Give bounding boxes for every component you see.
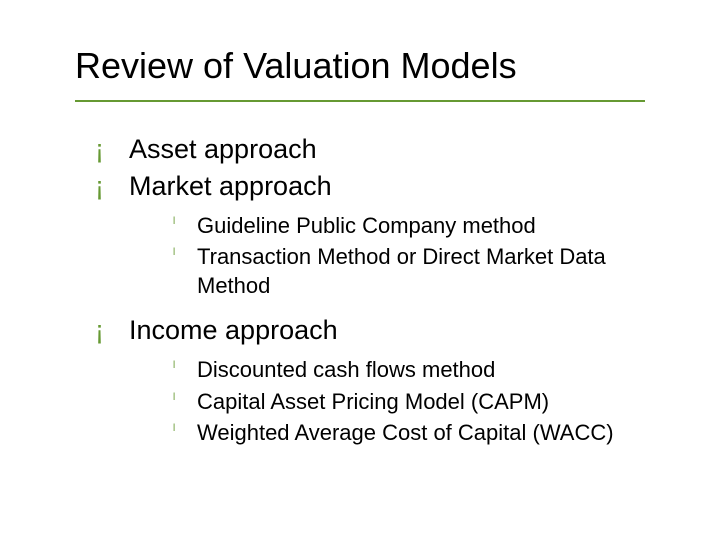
list-item-label: Asset approach [129,134,317,164]
list-item: l Discounted cash flows method [173,356,655,385]
list-item-label: Weighted Average Cost of Capital (WACC) [197,420,614,445]
title-underline [75,100,645,102]
list-item: ¡ Asset approach [95,133,655,167]
dot-bullet-icon: l [173,360,175,373]
content-body: ¡ Asset approach ¡ Market approach l Gui… [95,130,655,462]
bullet-list-level2: l Guideline Public Company method l Tran… [129,212,655,301]
list-item: ¡ Income approach l Discounted cash flow… [95,314,655,448]
list-item-label: Market approach [129,171,332,201]
list-item-label: Capital Asset Pricing Model (CAPM) [197,389,549,414]
list-item-label: Transaction Method or Direct Market Data… [197,244,606,298]
list-item: ¡ Market approach l Guideline Public Com… [95,170,655,301]
list-item: l Capital Asset Pricing Model (CAPM) [173,388,655,417]
dot-bullet-icon: l [173,423,175,436]
bullet-list-level2: l Discounted cash flows method l Capital… [129,356,655,448]
slide: Review of Valuation Models ¡ Asset appro… [0,0,720,540]
list-item: l Weighted Average Cost of Capital (WACC… [173,419,655,448]
list-item-label: Income approach [129,315,338,345]
list-item-label: Guideline Public Company method [197,213,536,238]
dot-bullet-icon: l [173,216,175,229]
bullet-list-level1: ¡ Asset approach ¡ Market approach l Gui… [95,133,655,448]
dot-bullet-icon: l [173,392,175,405]
list-item: l Guideline Public Company method [173,212,655,241]
circle-bullet-icon: ¡ [95,133,104,167]
circle-bullet-icon: ¡ [95,170,104,204]
page-title: Review of Valuation Models [75,45,517,87]
circle-bullet-icon: ¡ [95,314,104,348]
list-item-label: Discounted cash flows method [197,357,495,382]
dot-bullet-icon: l [173,247,175,260]
list-item: l Transaction Method or Direct Market Da… [173,243,655,300]
